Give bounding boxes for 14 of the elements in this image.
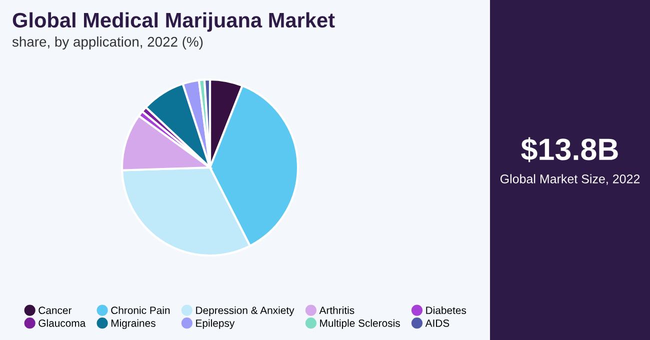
- legend-label: Glaucoma: [38, 319, 86, 327]
- legend-label: AIDS: [425, 319, 450, 327]
- text: Global Market Size, 2022: [500, 174, 640, 185]
- legend-label: Multiple Sclerosis: [320, 319, 400, 329]
- chart-subtitle: share, by application, 2022 (%): [12, 36, 203, 50]
- text: $13.8B: [521, 137, 618, 162]
- legend-label: Arthritis: [319, 306, 354, 314]
- legend-label: Epilepsy: [196, 319, 235, 329]
- chart-title: Global Medical Marijuana Market: [12, 12, 335, 32]
- legend-label: Chronic Pain: [111, 306, 170, 314]
- legend-label: Cancer: [38, 306, 72, 314]
- legend-label: Diabetes: [426, 306, 466, 314]
- legend-label: Migraines: [111, 319, 156, 329]
- legend-label: Depression & Anxiety: [196, 306, 294, 316]
